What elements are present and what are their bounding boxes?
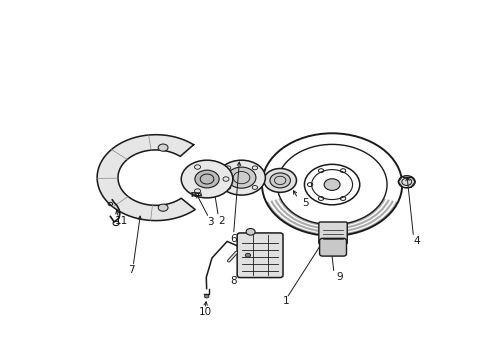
Text: 2: 2 bbox=[218, 216, 224, 226]
Text: 4: 4 bbox=[412, 237, 419, 246]
Circle shape bbox=[269, 173, 290, 188]
Polygon shape bbox=[97, 135, 195, 221]
Circle shape bbox=[226, 167, 255, 188]
Circle shape bbox=[245, 253, 250, 257]
Text: 1: 1 bbox=[283, 296, 289, 306]
Text: 8: 8 bbox=[230, 276, 236, 286]
Text: 5: 5 bbox=[302, 198, 308, 208]
Text: 11: 11 bbox=[114, 216, 127, 226]
Circle shape bbox=[324, 179, 339, 190]
Circle shape bbox=[195, 170, 219, 188]
Text: 3: 3 bbox=[207, 217, 214, 227]
FancyBboxPatch shape bbox=[319, 238, 346, 256]
Text: 7: 7 bbox=[128, 265, 134, 275]
Circle shape bbox=[181, 160, 232, 198]
FancyBboxPatch shape bbox=[237, 233, 283, 278]
Circle shape bbox=[264, 168, 296, 192]
Circle shape bbox=[217, 160, 265, 195]
Circle shape bbox=[204, 294, 208, 298]
Circle shape bbox=[245, 229, 255, 235]
Text: 10: 10 bbox=[198, 307, 211, 317]
Circle shape bbox=[158, 144, 168, 151]
Text: 9: 9 bbox=[336, 273, 342, 283]
Circle shape bbox=[158, 204, 168, 211]
FancyBboxPatch shape bbox=[318, 222, 346, 244]
Circle shape bbox=[398, 176, 414, 188]
Text: 6: 6 bbox=[230, 234, 236, 244]
